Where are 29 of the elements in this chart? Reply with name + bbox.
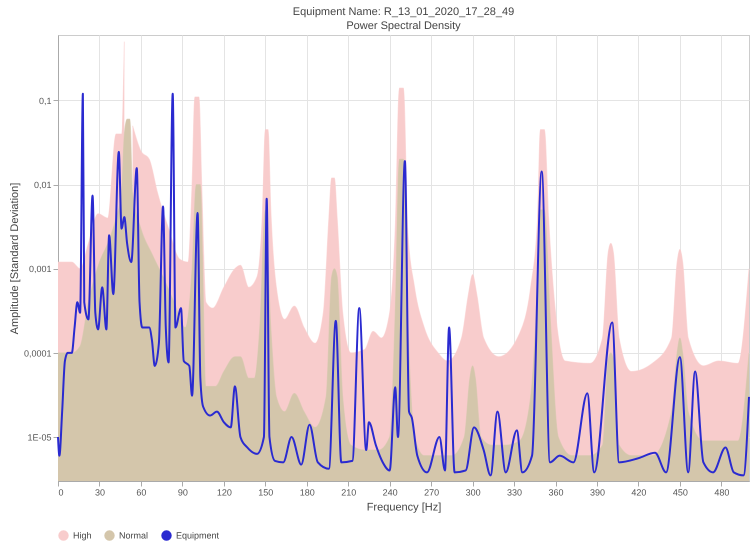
legend-label: High (73, 530, 92, 541)
x-tick-label: 210 (341, 488, 356, 498)
chart-subtitle: Power Spectral Density (346, 20, 462, 32)
y-tick-label: 1E-05 (27, 432, 52, 443)
x-tick-label: 30 (94, 488, 105, 498)
x-tick-label: 0 (58, 488, 64, 498)
x-tick-label: 240 (382, 488, 398, 498)
x-tick-label: 180 (300, 488, 315, 498)
x-tick-label: 150 (258, 488, 274, 498)
x-tick-label: 450 (672, 488, 688, 498)
x-axis-title: Frequency [Hz] (366, 502, 442, 514)
x-tick-label: 300 (466, 488, 481, 498)
y-tick-label: 0,0001 (24, 348, 52, 358)
y-tick-label: 0,1 (38, 96, 52, 106)
x-tick-label: 480 (714, 488, 730, 498)
legend-label: Normal (119, 530, 148, 541)
y-axis-title: Amplitude [Standard Deviation] (8, 182, 21, 334)
legend-label: Equipment (176, 530, 220, 541)
y-tick-label: 0,001 (28, 264, 52, 274)
chart-title: Equipment Name: R_13_01_2020_17_28_49 (292, 6, 514, 18)
x-tick-label: 390 (590, 488, 605, 498)
x-tick-label: 90 (178, 488, 188, 498)
x-tick-label: 270 (424, 488, 440, 498)
x-tick-label: 360 (548, 488, 564, 498)
y-tick-label: 0,01 (34, 180, 52, 190)
x-tick-label: 120 (216, 488, 232, 498)
x-tick-label: 60 (136, 488, 146, 498)
x-tick-label: 330 (507, 488, 522, 498)
x-tick-label: 420 (631, 488, 646, 498)
